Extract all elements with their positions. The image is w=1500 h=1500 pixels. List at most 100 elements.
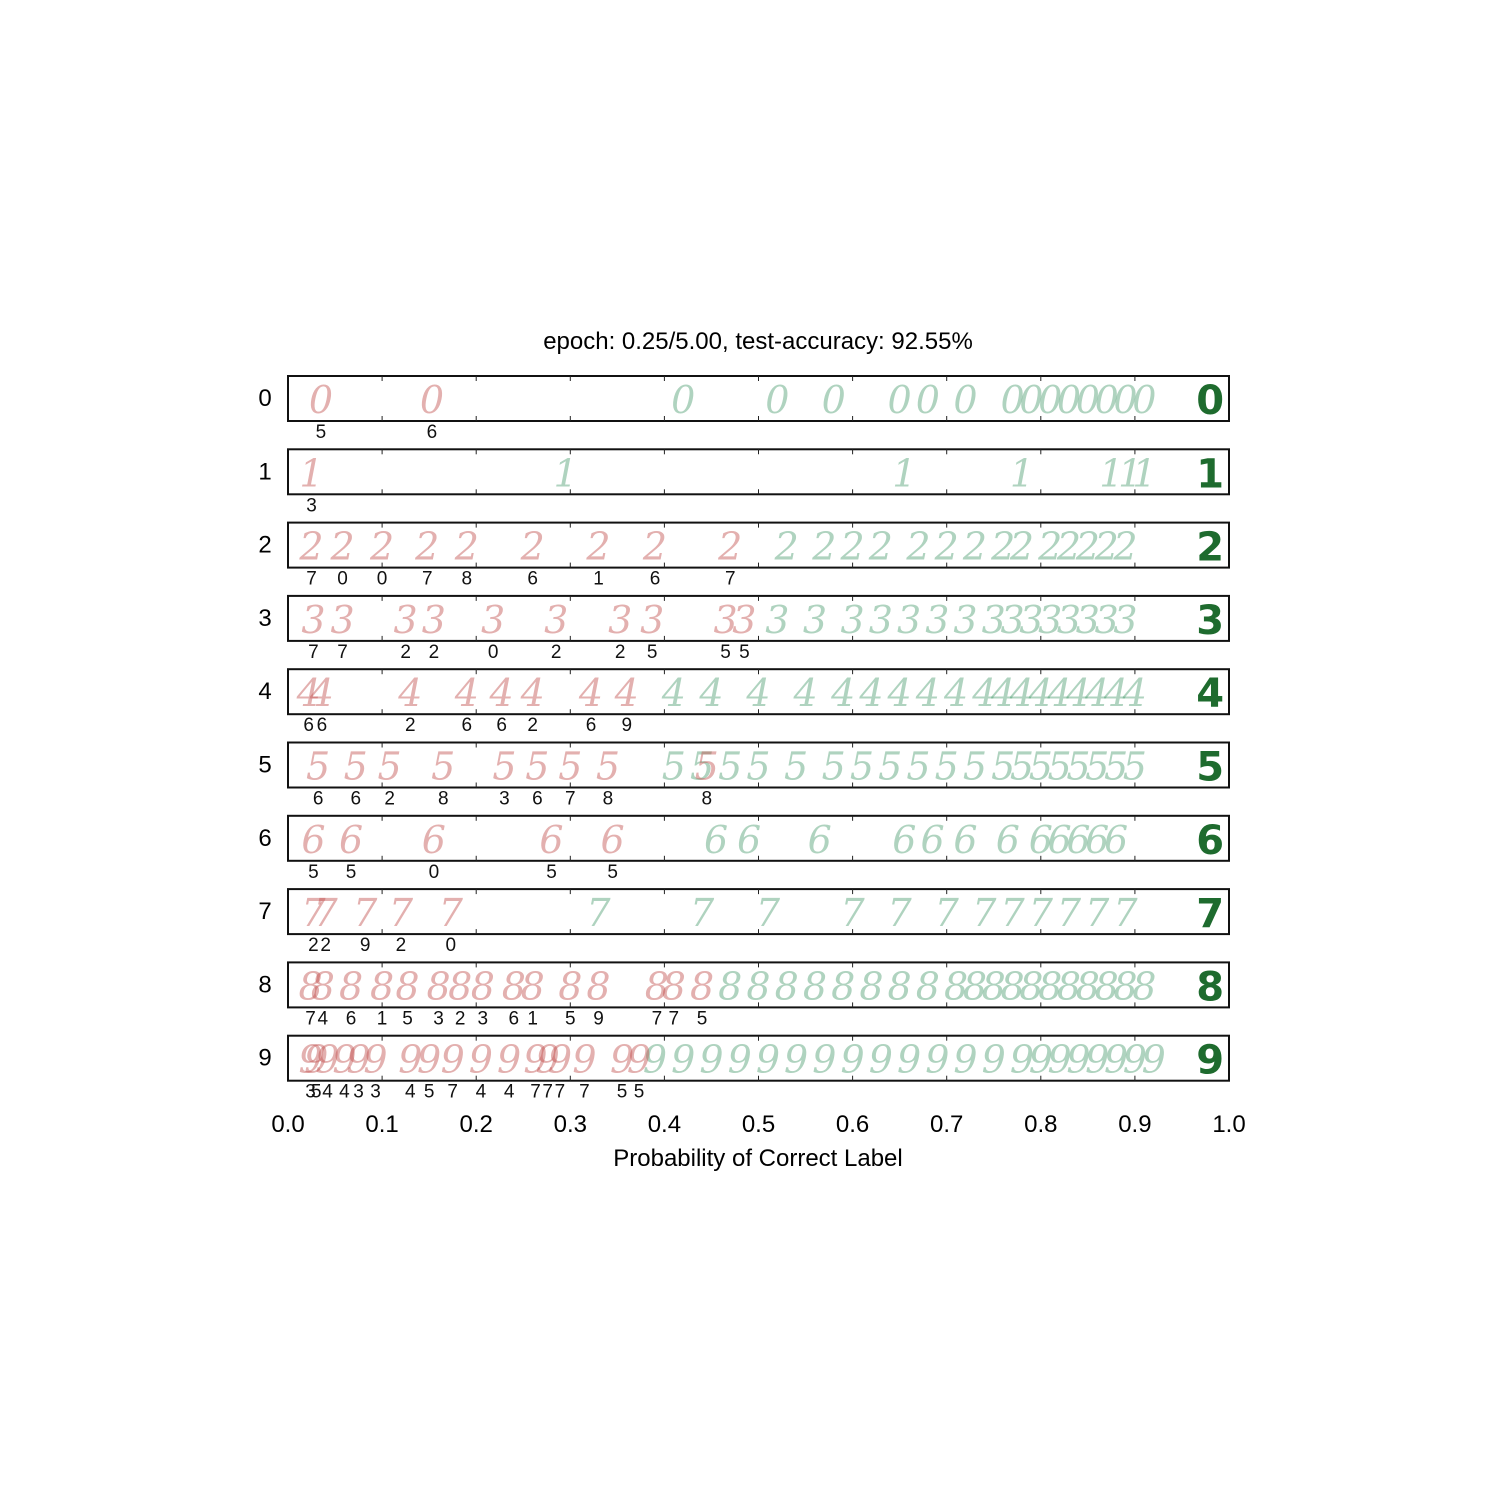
correct-sample-digit: 6 xyxy=(953,818,977,862)
exemplar-digit: 0 xyxy=(1196,378,1224,424)
row-label: 4 xyxy=(258,678,271,705)
misclassified-sample-digit: 6 xyxy=(601,818,625,862)
predicted-label: 3 xyxy=(433,1008,444,1029)
predicted-label: 7 xyxy=(308,642,319,663)
predicted-label: 2 xyxy=(551,642,562,663)
misclassified-sample-digit: 5 xyxy=(492,745,516,789)
x-tick-label: 0.2 xyxy=(460,1111,493,1138)
correct-sample-digit: 9 xyxy=(699,1038,723,1082)
misclassified-sample-digit: 8 xyxy=(370,964,394,1008)
predicted-label: 2 xyxy=(615,642,626,663)
predicted-label: 5 xyxy=(346,862,357,883)
misclassified-sample-digit: 7 xyxy=(301,891,326,935)
correct-sample-digit: 2 xyxy=(1056,525,1081,569)
predicted-label: 2 xyxy=(429,642,440,663)
correct-sample-digit: 0 xyxy=(1019,378,1043,422)
misclassified-sample-digit: 9 xyxy=(469,1038,493,1082)
correct-sample-digit: 0 xyxy=(822,378,846,422)
predicted-label: 6 xyxy=(586,715,597,736)
x-tick-label: 0.6 xyxy=(836,1111,869,1138)
misclassified-sample-digit: 4 xyxy=(296,671,321,715)
predicted-label: 5 xyxy=(565,1008,576,1029)
correct-sample-digit: 0 xyxy=(888,378,912,422)
correct-sample-digit: 4 xyxy=(1065,671,1090,715)
misclassified-sample-digit: 8 xyxy=(311,964,335,1008)
correct-sample-digit: 8 xyxy=(1132,964,1156,1008)
row-label: 9 xyxy=(258,1045,271,1072)
correct-sample-digit: 7 xyxy=(690,891,715,935)
misclassified-sample-digit: 3 xyxy=(544,598,568,642)
misclassified-sample-digit: 4 xyxy=(309,671,334,715)
misclassified-sample-digit: 6 xyxy=(539,818,563,862)
predicted-label: 5 xyxy=(647,642,658,663)
correct-sample-digit: 5 xyxy=(850,745,874,789)
x-tick-label: 0.1 xyxy=(365,1111,398,1138)
correct-sample-digit: 4 xyxy=(698,671,723,715)
misclassified-sample-digit: 5 xyxy=(431,745,455,789)
misclassified-sample-digit: 5 xyxy=(344,745,368,789)
correct-sample-digit: 2 xyxy=(1112,525,1137,569)
correct-sample-digit: 4 xyxy=(1009,671,1034,715)
correct-sample-digit: 9 xyxy=(953,1038,977,1082)
predicted-label: 7 xyxy=(669,1008,680,1029)
misclassified-sample-digit: 5 xyxy=(695,745,719,789)
predicted-label: 2 xyxy=(400,642,411,663)
correct-sample-digit: 5 xyxy=(1085,745,1109,789)
correct-sample-digit: 2 xyxy=(774,525,799,569)
misclassified-sample-digit: 8 xyxy=(426,964,450,1008)
predicted-label: 9 xyxy=(593,1008,604,1029)
correct-sample-digit: 6 xyxy=(920,818,944,862)
x-tick-label: 0.0 xyxy=(271,1111,304,1138)
correct-sample-digit: 5 xyxy=(822,745,846,789)
predicted-label: 3 xyxy=(370,1082,381,1103)
predicted-label: 6 xyxy=(313,789,324,810)
predicted-label: 2 xyxy=(396,935,407,956)
correct-sample-digit: 4 xyxy=(1084,671,1109,715)
misclassified-sample-digit: 8 xyxy=(448,964,472,1008)
row-label: 6 xyxy=(258,825,271,852)
correct-sample-digit: 1 xyxy=(1010,451,1034,495)
predicted-label: 7 xyxy=(305,1008,316,1029)
correct-sample-digit: 9 xyxy=(812,1038,836,1082)
misclassified-sample-digit: 8 xyxy=(471,964,495,1008)
misclassified-sample-digit: 8 xyxy=(586,964,610,1008)
predicted-label: 9 xyxy=(360,935,371,956)
correct-sample-digit: 2 xyxy=(1075,525,1100,569)
correct-sample-digit: 3 xyxy=(841,598,865,642)
x-tick-label: 0.5 xyxy=(742,1111,775,1138)
misclassified-sample-digit: 5 xyxy=(558,745,582,789)
correct-sample-digit: 0 xyxy=(765,378,789,422)
misclassified-sample-digit: 9 xyxy=(548,1038,572,1082)
predicted-label: 7 xyxy=(447,1082,458,1103)
correct-sample-digit: 3 xyxy=(1113,598,1137,642)
misclassified-sample-digit: 3 xyxy=(713,598,737,642)
correct-sample-digit: 9 xyxy=(1010,1038,1034,1082)
correct-sample-digit: 5 xyxy=(1010,745,1034,789)
correct-sample-digit: 0 xyxy=(1076,378,1100,422)
misclassified-sample-digit: 9 xyxy=(298,1038,322,1082)
misclassified-sample-digit: 0 xyxy=(309,378,333,422)
misclassified-sample-digit: 4 xyxy=(489,671,514,715)
misclassified-sample-digit: 6 xyxy=(339,818,363,862)
correct-sample-digit: 0 xyxy=(1057,378,1081,422)
predicted-label: 6 xyxy=(350,789,361,810)
correct-sample-digit: 2 xyxy=(840,525,865,569)
predicted-label: 4 xyxy=(318,1008,329,1029)
correct-sample-digit: 7 xyxy=(1057,891,1082,935)
x-axis-label: Probability of Correct Label xyxy=(613,1145,902,1172)
correct-sample-digit: 0 xyxy=(1132,378,1156,422)
predicted-label: 7 xyxy=(565,789,576,810)
correct-sample-digit: 8 xyxy=(859,964,883,1008)
correct-sample-digit: 7 xyxy=(586,891,611,935)
predicted-label: 7 xyxy=(652,1008,663,1029)
correct-sample-digit: 7 xyxy=(888,891,913,935)
correct-sample-digit: 2 xyxy=(934,525,959,569)
misclassified-sample-digit: 9 xyxy=(304,1038,328,1082)
exemplar-digit: 1 xyxy=(1196,451,1224,497)
predicted-label: 0 xyxy=(377,569,388,590)
correct-sample-digit: 6 xyxy=(1085,818,1109,862)
misclassified-sample-digit: 3 xyxy=(608,598,632,642)
